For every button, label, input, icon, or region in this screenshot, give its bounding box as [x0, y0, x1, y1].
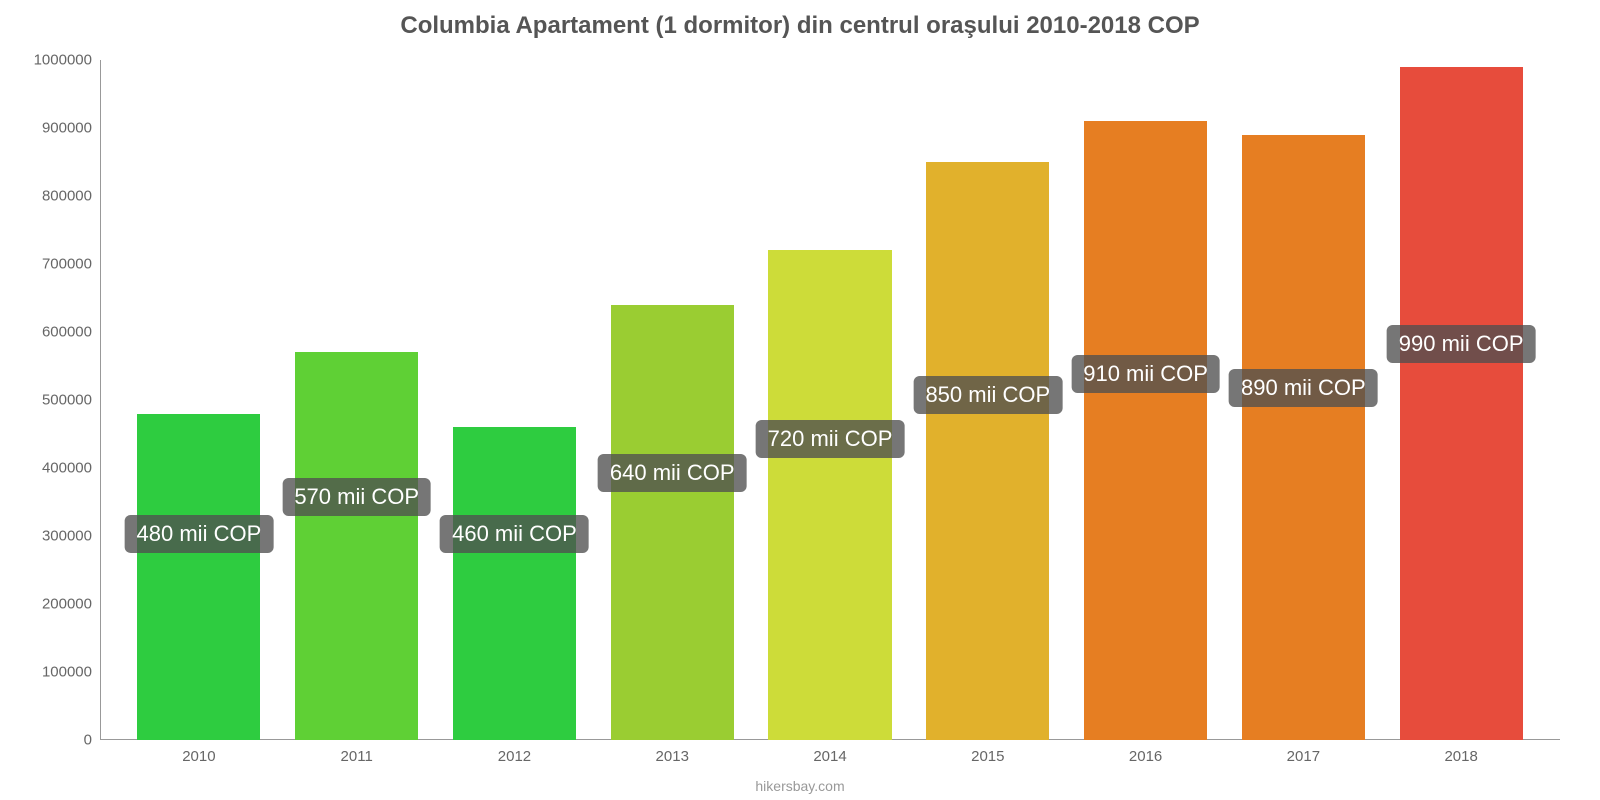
x-tick-label: 2010	[182, 748, 215, 765]
footer-attribution: hikersbay.com	[0, 778, 1600, 794]
bar	[611, 305, 734, 740]
value-label: 910 mii COP	[1071, 355, 1220, 393]
y-tick-label: 200000	[42, 596, 92, 613]
bar	[1400, 67, 1523, 740]
value-label: 890 mii COP	[1229, 369, 1378, 407]
y-tick-label: 0	[84, 732, 92, 749]
value-label: 460 mii COP	[440, 515, 589, 553]
x-tick-label: 2016	[1129, 748, 1162, 765]
bar	[1084, 121, 1207, 740]
x-tick-label: 2013	[656, 748, 689, 765]
y-tick-label: 500000	[42, 392, 92, 409]
bar-slot: 2013640 mii COP	[593, 60, 751, 740]
y-tick-label: 800000	[42, 188, 92, 205]
chart-title: Columbia Apartament (1 dormitor) din cen…	[0, 0, 1600, 40]
y-tick-label: 1000000	[34, 52, 92, 69]
bar-slot: 2018990 mii COP	[1382, 60, 1540, 740]
x-tick-label: 2018	[1444, 748, 1477, 765]
y-tick-label: 100000	[42, 664, 92, 681]
bar-slot: 2015850 mii COP	[909, 60, 1067, 740]
x-tick-label: 2011	[341, 748, 373, 765]
bar	[295, 352, 418, 740]
y-tick-label: 600000	[42, 324, 92, 341]
bar	[137, 414, 260, 740]
bar-slot: 2016910 mii COP	[1067, 60, 1225, 740]
bar	[926, 162, 1049, 740]
bar-slot: 2014720 mii COP	[751, 60, 909, 740]
x-tick-label: 2017	[1287, 748, 1320, 765]
bar	[768, 250, 891, 740]
bar-slot: 2012460 mii COP	[436, 60, 594, 740]
plot-area: 0100000200000300000400000500000600000700…	[100, 60, 1560, 740]
value-label: 850 mii COP	[913, 376, 1062, 414]
y-tick-label: 300000	[42, 528, 92, 545]
bar-slot: 2010480 mii COP	[120, 60, 278, 740]
bar	[453, 427, 576, 740]
value-label: 640 mii COP	[598, 454, 747, 492]
bars-container: 2010480 mii COP2011570 mii COP2012460 mi…	[100, 60, 1560, 740]
y-tick-label: 700000	[42, 256, 92, 273]
bar-slot: 2011570 mii COP	[278, 60, 436, 740]
x-tick-label: 2014	[813, 748, 846, 765]
value-label: 720 mii COP	[756, 420, 905, 458]
x-tick-label: 2015	[971, 748, 1004, 765]
value-label: 570 mii COP	[282, 478, 431, 516]
y-tick-label: 400000	[42, 460, 92, 477]
bar	[1242, 135, 1365, 740]
y-tick-label: 900000	[42, 120, 92, 137]
x-tick-label: 2012	[498, 748, 531, 765]
bar-slot: 2017890 mii COP	[1224, 60, 1382, 740]
value-label: 990 mii COP	[1387, 325, 1536, 363]
value-label: 480 mii COP	[125, 515, 274, 553]
